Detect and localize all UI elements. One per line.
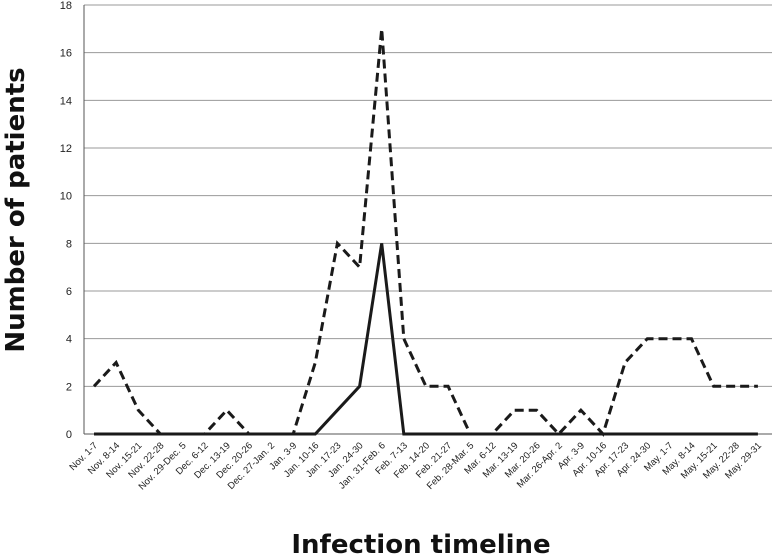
y-tick-label: 4 bbox=[66, 334, 72, 346]
y-tick-label: 14 bbox=[60, 95, 72, 107]
y-tick-label: 10 bbox=[60, 191, 72, 203]
y-tick-label: 2 bbox=[66, 381, 72, 393]
gridlines bbox=[84, 4, 772, 387]
x-axis-title: Infection timeline bbox=[291, 530, 550, 558]
y-tick-label: 16 bbox=[60, 48, 72, 60]
y-tick-labels: 0 2 4 6 8 10 12 14 16 18 bbox=[60, 0, 72, 441]
series-lines bbox=[92, 28, 758, 437]
y-tick-label: 8 bbox=[66, 238, 72, 250]
series-line-solid bbox=[94, 243, 758, 436]
axes bbox=[83, 5, 772, 435]
y-tick-label: 0 bbox=[66, 429, 72, 441]
y-tick-label: 12 bbox=[60, 143, 72, 155]
series-line-dashed bbox=[92, 28, 758, 437]
y-tick-label: 18 bbox=[60, 0, 72, 12]
y-tick-label: 6 bbox=[66, 286, 72, 298]
y-axis-title: Number of patients bbox=[1, 67, 31, 352]
